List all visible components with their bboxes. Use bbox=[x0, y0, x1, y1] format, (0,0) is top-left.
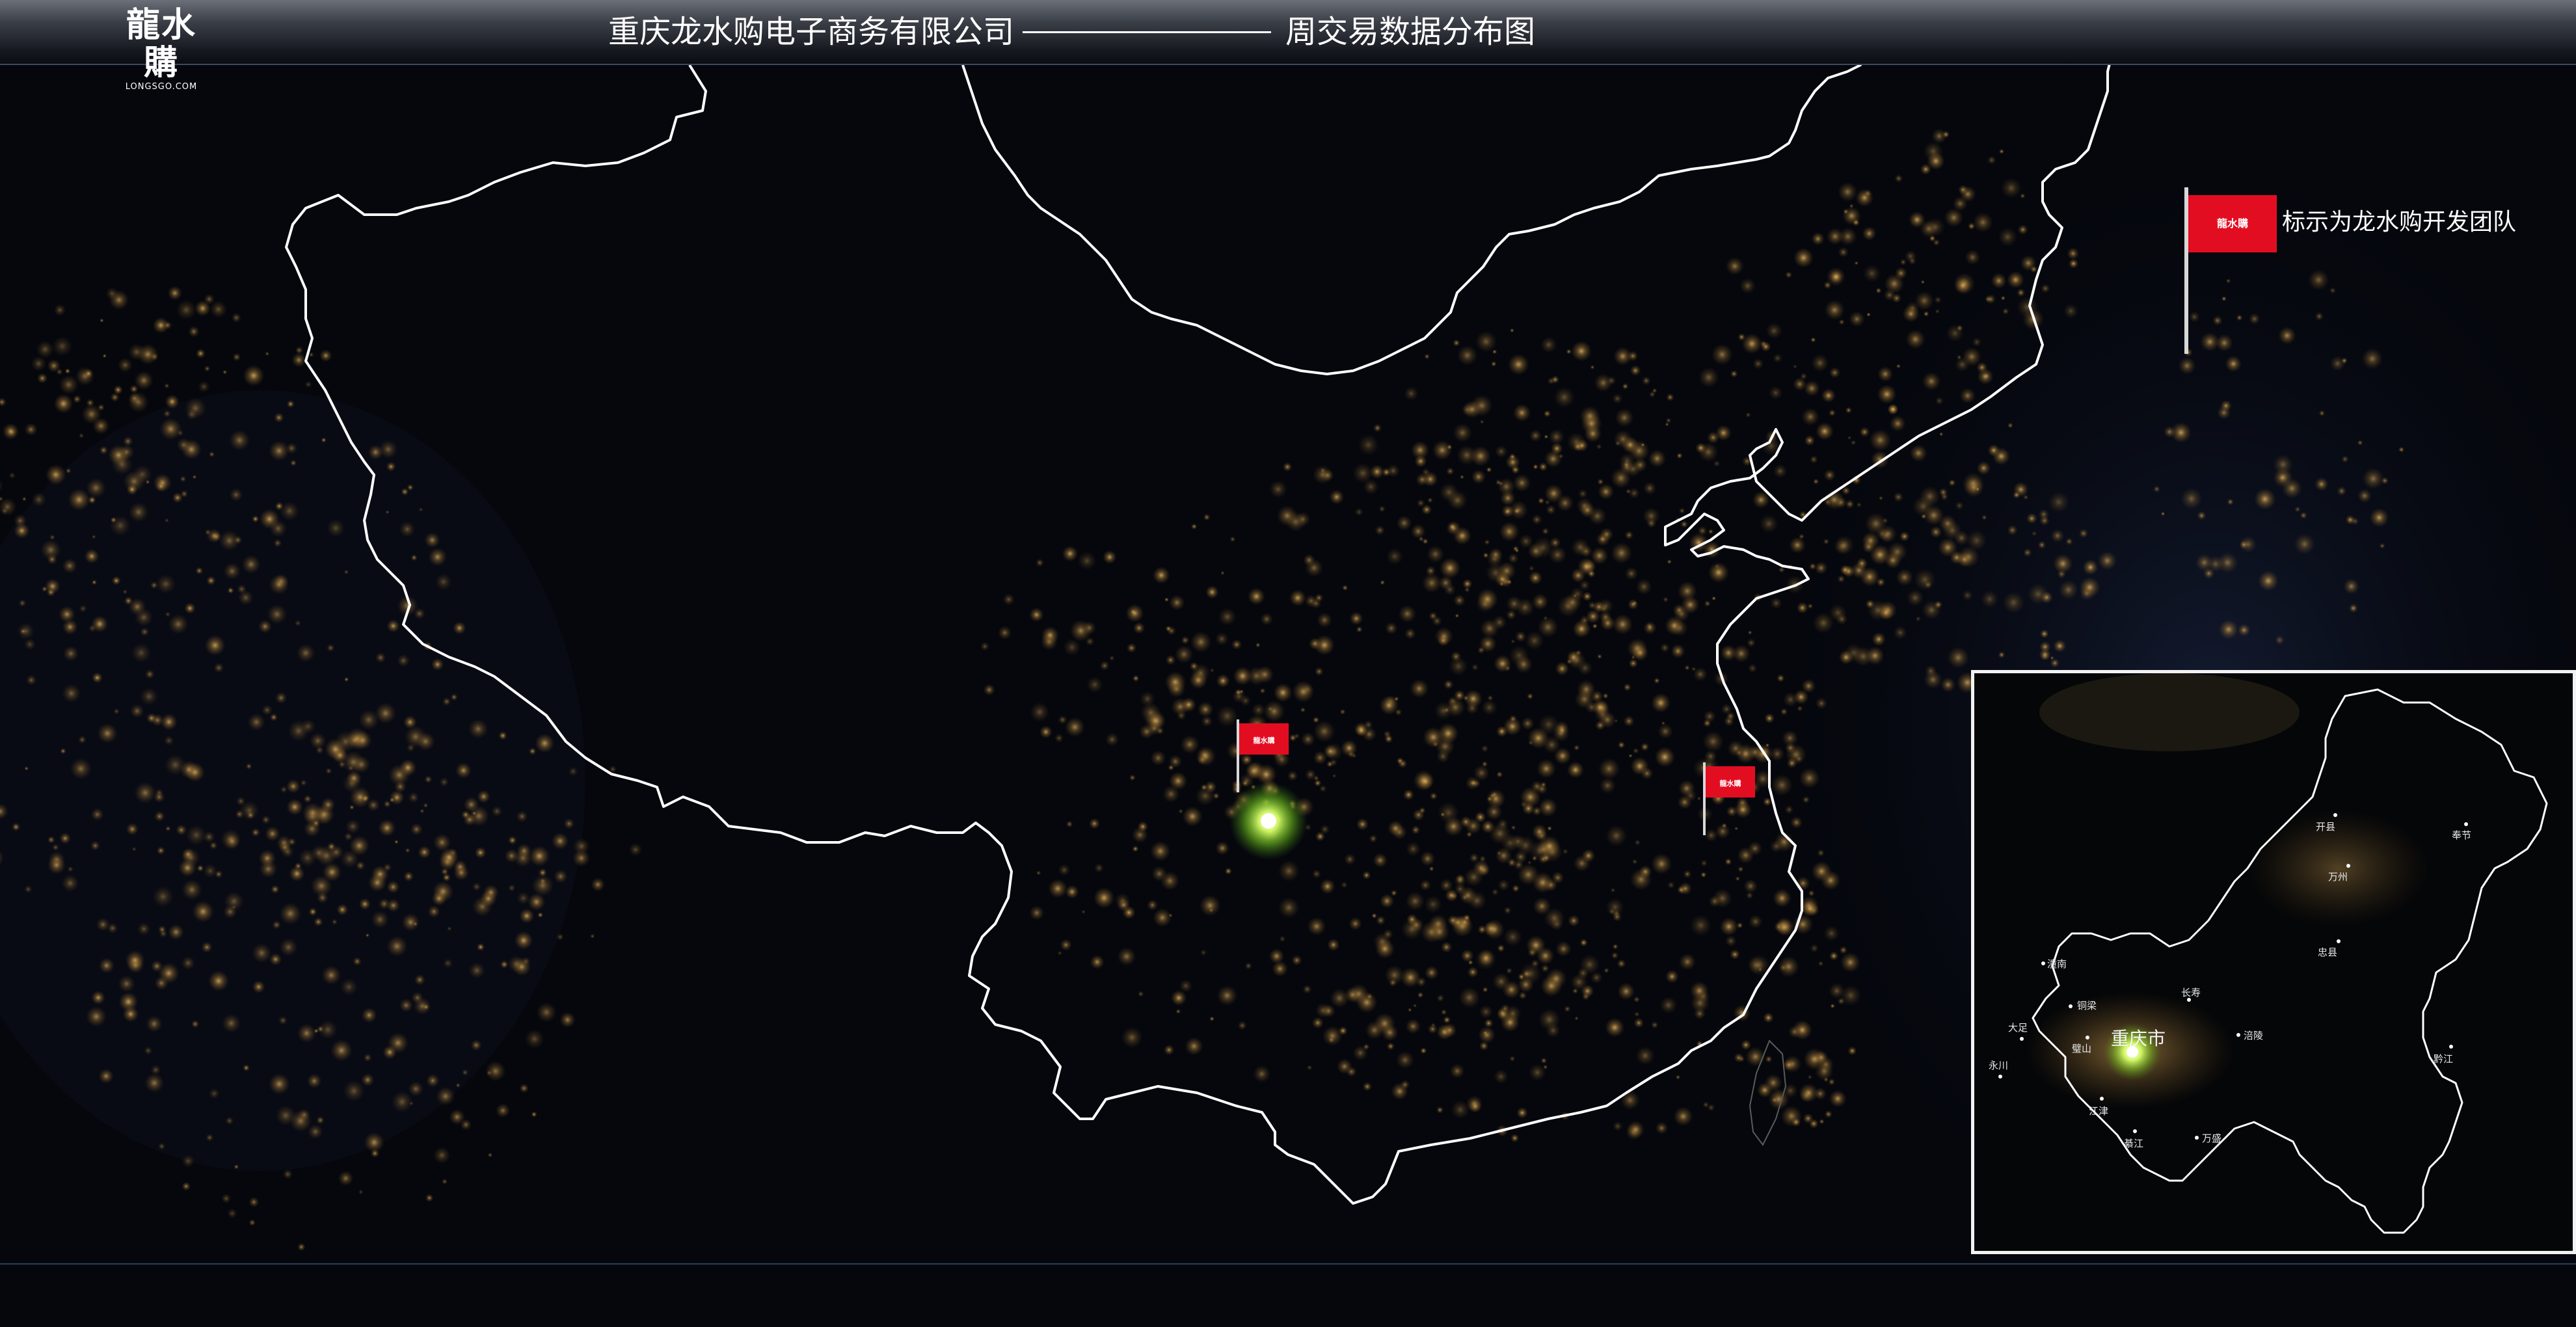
inset-main-city-label: 重庆市 bbox=[2111, 1028, 2166, 1049]
chongqing-border bbox=[2032, 688, 2548, 1234]
svg-text:龍水購: 龍水購 bbox=[1720, 779, 1741, 788]
inset-city-label: 开县 bbox=[2316, 821, 2336, 833]
inset-city-label: 綦江 bbox=[2124, 1138, 2144, 1149]
inset-city-label: 万盛 bbox=[2202, 1133, 2222, 1144]
inset-city-label: 璧山 bbox=[2072, 1043, 2092, 1054]
inset-city-label: 潼南 bbox=[2047, 958, 2067, 970]
inset-city-label: 永川 bbox=[1989, 1060, 2009, 1071]
inset-city-label: 铜梁 bbox=[2077, 1000, 2097, 1012]
inset-city-label: 大足 bbox=[2008, 1022, 2028, 1034]
development-team-flag-chongqing: 龍水購 bbox=[1237, 719, 1289, 792]
inset-city-label: 忠县 bbox=[2318, 946, 2338, 958]
inset-city-label: 万州 bbox=[2328, 871, 2348, 883]
title-company: 重庆龙水购电子商务有限公司 bbox=[608, 14, 1015, 50]
inset-city-label: 奉节 bbox=[2452, 829, 2472, 841]
title-subject: 周交易数据分布图 bbox=[1285, 14, 1536, 50]
logo-subtext: LONGSGO.COM bbox=[125, 82, 198, 92]
china-border bbox=[285, 12, 2115, 1205]
legend-flag-icon: 龍水購 bbox=[2188, 195, 2277, 252]
inset-city-label: 长寿 bbox=[2181, 987, 2201, 999]
svg-text:龍水購: 龍水購 bbox=[1254, 736, 1275, 745]
inset-city-label: 江津 bbox=[2089, 1105, 2109, 1117]
legend-label: 标示为龙水购开发团队 bbox=[2282, 209, 2517, 235]
inset-city-label: 涪陵 bbox=[2244, 1030, 2264, 1041]
logo-text: 龍水購 bbox=[126, 5, 196, 83]
chongqing-inset-map: 开县 奉节 万州 忠县 长寿 涪陵 铜梁 潼南 大足 璧山 永川 江津 綦江 万… bbox=[1971, 670, 2576, 1254]
inset-city-dots bbox=[1998, 813, 2468, 1140]
development-team-flag-shanghai: 龍水購 bbox=[1703, 762, 1755, 835]
legend-flag-pole bbox=[2184, 187, 2188, 354]
bottom-divider bbox=[0, 1263, 2576, 1265]
title-separator-line bbox=[1023, 31, 1271, 33]
legend: 龍水購 标示为龙水购开发团队 bbox=[2180, 182, 2545, 358]
taiwan-outline bbox=[1749, 1039, 1787, 1146]
header-bar: 龍水購 LONGSGO.COM 重庆龙水购电子商务有限公司 周交易数据分布图 bbox=[0, 0, 2576, 92]
inset-svg bbox=[1998, 673, 2548, 1234]
company-logo: 龍水購 LONGSGO.COM bbox=[109, 7, 213, 92]
inset-city-label: 黔江 bbox=[2434, 1053, 2454, 1065]
